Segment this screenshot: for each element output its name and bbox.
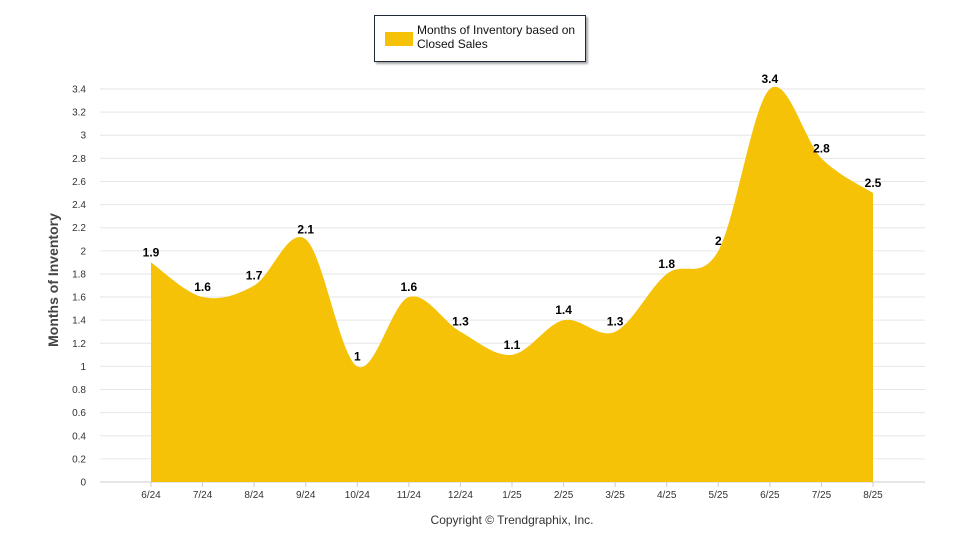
data-label: 3.4 bbox=[762, 72, 779, 86]
y-tick-label: 2.2 bbox=[72, 223, 86, 234]
y-tick-label: 2 bbox=[80, 246, 86, 257]
y-tick-label: 3.2 bbox=[72, 108, 86, 119]
y-tick-label: 1.4 bbox=[72, 316, 86, 327]
y-tick-label: 1 bbox=[80, 362, 86, 373]
x-tick-label: 11/24 bbox=[397, 490, 422, 501]
y-tick-label: 1.2 bbox=[72, 339, 86, 350]
data-label: 1.3 bbox=[452, 315, 469, 329]
data-label: 1.6 bbox=[401, 280, 418, 294]
area-fill bbox=[151, 86, 873, 482]
data-labels: 1.9 1.6 1.7 2.1 1 1.6 1.3 1.1 1.4 1.3 1.8 2 3.4 2.8 2.… bbox=[143, 72, 882, 367]
legend-swatch bbox=[385, 32, 413, 46]
data-label: 1.3 bbox=[607, 315, 624, 329]
data-label: 1.9 bbox=[143, 245, 160, 259]
y-tick-label: 3 bbox=[80, 131, 86, 142]
y-tick-label: 0.4 bbox=[72, 431, 86, 442]
legend: Months of Inventory based on Closed Sale… bbox=[374, 15, 586, 62]
copyright-text: Copyright © Trendgraphix, Inc. bbox=[430, 513, 594, 527]
data-label: 2.5 bbox=[865, 176, 882, 190]
y-axis-label: Months of Inventory bbox=[45, 213, 61, 347]
x-tick-label: 5/25 bbox=[709, 490, 729, 501]
x-axis-ticks: 6/24 7/24 8/24 9/24 10/24 11/24 12/24 1/25 2/25 3… bbox=[141, 482, 883, 501]
y-tick-label: 0 bbox=[80, 478, 86, 489]
data-label: 1.1 bbox=[504, 338, 521, 352]
y-tick-label: 2.6 bbox=[72, 177, 86, 188]
x-tick-label: 6/25 bbox=[760, 490, 780, 501]
y-tick-label: 2.8 bbox=[72, 154, 86, 165]
y-tick-label: 0.6 bbox=[72, 408, 86, 419]
x-tick-label: 8/24 bbox=[244, 490, 264, 501]
y-tick-label: 0.8 bbox=[72, 385, 86, 396]
y-axis-ticks: 0 0.2 0.4 0.6 0.8 1 1.2 1.4 1.6 1.8 2 2.2 2.4 2.6 2.8 3… bbox=[72, 85, 86, 489]
y-tick-label: 3.4 bbox=[72, 85, 86, 96]
data-label: 1.8 bbox=[658, 257, 675, 271]
x-tick-label: 2/25 bbox=[554, 490, 574, 501]
data-label: 1.7 bbox=[246, 269, 263, 283]
y-tick-label: 1.8 bbox=[72, 269, 86, 280]
data-label: 2.1 bbox=[297, 222, 314, 236]
data-label: 1.4 bbox=[555, 303, 572, 317]
x-tick-label: 6/24 bbox=[141, 490, 161, 501]
area-series bbox=[151, 86, 873, 482]
data-label: 1.6 bbox=[194, 280, 211, 294]
x-tick-label: 7/24 bbox=[193, 490, 213, 501]
x-tick-label: 8/25 bbox=[863, 490, 883, 501]
x-tick-label: 3/25 bbox=[605, 490, 625, 501]
data-label: 2.8 bbox=[813, 141, 830, 155]
y-tick-label: 1.6 bbox=[72, 293, 86, 304]
legend-label: Months of Inventory based on Closed Sale… bbox=[417, 23, 576, 51]
y-tick-label: 2.4 bbox=[72, 200, 86, 211]
y-tick-label: 0.2 bbox=[72, 454, 86, 465]
x-tick-label: 4/25 bbox=[657, 490, 677, 501]
data-label: 2 bbox=[715, 234, 722, 248]
x-tick-label: 12/24 bbox=[448, 490, 473, 501]
x-tick-label: 1/25 bbox=[502, 490, 522, 501]
x-tick-label: 7/25 bbox=[812, 490, 832, 501]
x-tick-label: 10/24 bbox=[345, 490, 370, 501]
data-label: 1 bbox=[354, 349, 361, 363]
x-tick-label: 9/24 bbox=[296, 490, 316, 501]
